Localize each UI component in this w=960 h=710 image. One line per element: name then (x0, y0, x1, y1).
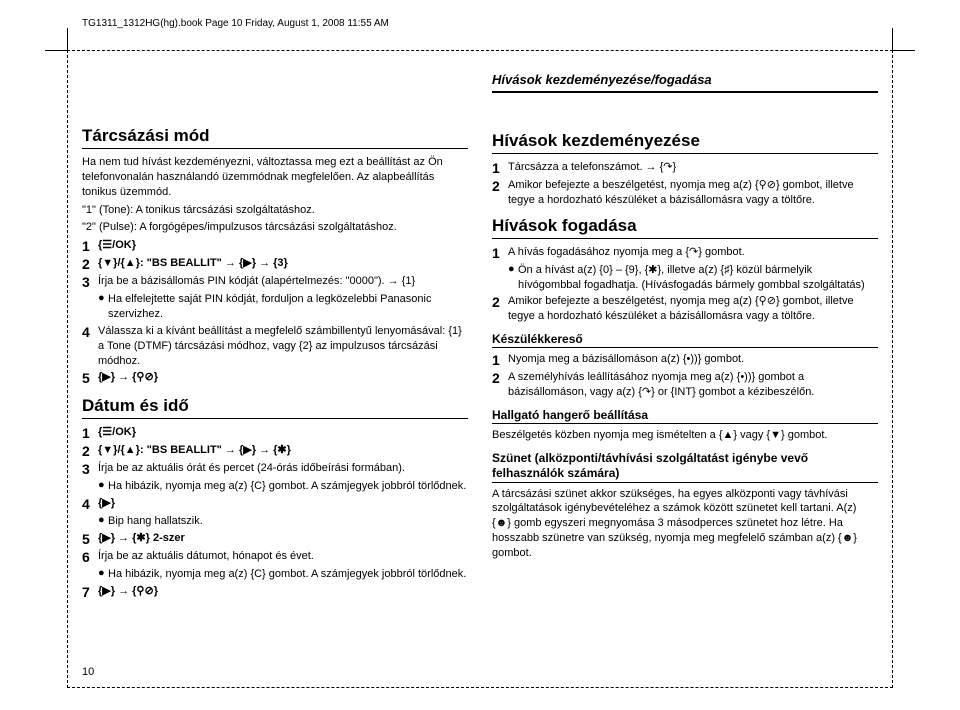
subsection-title-volume: Hallgató hangerő beállítása (492, 408, 878, 423)
step: 3Írja be a bázisállomás PIN kódját (alap… (82, 274, 468, 290)
section-title-receive-calls: Hívások fogadása (492, 216, 878, 236)
step: 5{▶} → {✱} 2-szer (82, 531, 468, 547)
divider (492, 347, 878, 348)
para: "1" (Tone): A tonikus tárcsázási szolgál… (82, 203, 468, 218)
crop-mark (45, 50, 67, 51)
subsection-title-locator: Készülékkereső (492, 332, 878, 347)
step: 1Nyomja meg a bázisállomáson a(z) {•))} … (492, 352, 878, 368)
section-title-dial-mode: Tárcsázási mód (82, 126, 468, 146)
section-title-date-time: Dátum és idő (82, 396, 468, 416)
step: 4Válassza ki a kívánt beállítást a megfe… (82, 324, 468, 369)
divider (492, 153, 878, 154)
bullet: ●Ha hibázik, nyomja meg a(z) {C} gombot.… (98, 567, 468, 582)
divider-thick (492, 91, 878, 93)
divider (82, 148, 468, 149)
step: 2{▼}/{▲}: "BS BEALLIT" → {▶} → {✱} (82, 443, 468, 459)
para: "2" (Pulse): A forgógépes/impulzusos tár… (82, 220, 468, 235)
subsection-title-pause: Szünet (alközponti/távhívási szolgáltatá… (492, 451, 878, 482)
divider (492, 423, 878, 424)
bullet: ●Ha elfelejtette saját PIN kódját, fordu… (98, 292, 468, 322)
section-title-make-calls: Hívások kezdeményezése (492, 131, 878, 151)
step: 2Amikor befejezte a beszélgetést, nyomja… (492, 178, 878, 208)
step: 1{☰/OK} (82, 238, 468, 254)
step: 6Írja be az aktuális dátumot, hónapot és… (82, 549, 468, 565)
divider (492, 238, 878, 239)
divider (492, 482, 878, 483)
step: 3Írja be az aktuális órát és percet (24-… (82, 461, 468, 477)
page-number: 10 (82, 666, 94, 678)
divider (82, 418, 468, 419)
step: 2A személyhívás leállításához nyomja meg… (492, 370, 878, 400)
bullet: ●Ha hibázik, nyomja meg a(z) {C} gombot.… (98, 479, 468, 494)
book-header: TG1311_1312HG(hg).book Page 10 Friday, A… (82, 18, 389, 29)
step: 2{▼}/{▲}: "BS BEALLIT" → {▶} → {3} (82, 256, 468, 272)
step: 5{▶} → {⚲⊘} (82, 370, 468, 386)
bullet: ●Ön a hívást a(z) {0} – {9}, {✱}, illetv… (508, 263, 878, 293)
step: 1A hívás fogadásához nyomja meg a {↷} go… (492, 245, 878, 261)
step: 4{▶} (82, 496, 468, 512)
right-column: Hívások kezdeményezése/fogadása Hívások … (492, 72, 878, 670)
para: Ha nem tud hívást kezdeményezni, változt… (82, 155, 468, 200)
step: 1{☰/OK} (82, 425, 468, 441)
step: 7{▶} → {⚲⊘} (82, 584, 468, 600)
step: 2Amikor befejezte a beszélgetést, nyomja… (492, 294, 878, 324)
crop-mark (67, 28, 68, 50)
para: Beszélgetés közben nyomja meg ismételten… (492, 428, 878, 443)
page-content: Tárcsázási mód Ha nem tud hívást kezdemé… (82, 72, 878, 670)
crop-mark (893, 50, 915, 51)
bullet: ●Bip hang hallatszik. (98, 514, 468, 529)
para: A tárcsázási szünet akkor szükséges, ha … (492, 487, 878, 561)
page-section-header: Hívások kezdeményezése/fogadása (492, 72, 878, 87)
step: 1Tárcsázza a telefonszámot. → {↷} (492, 160, 878, 176)
left-column: Tárcsázási mód Ha nem tud hívást kezdemé… (82, 72, 468, 670)
crop-mark (892, 28, 893, 50)
